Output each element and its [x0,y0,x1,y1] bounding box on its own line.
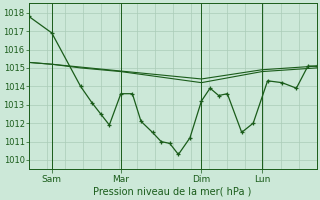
X-axis label: Pression niveau de la mer( hPa ): Pression niveau de la mer( hPa ) [93,187,252,197]
